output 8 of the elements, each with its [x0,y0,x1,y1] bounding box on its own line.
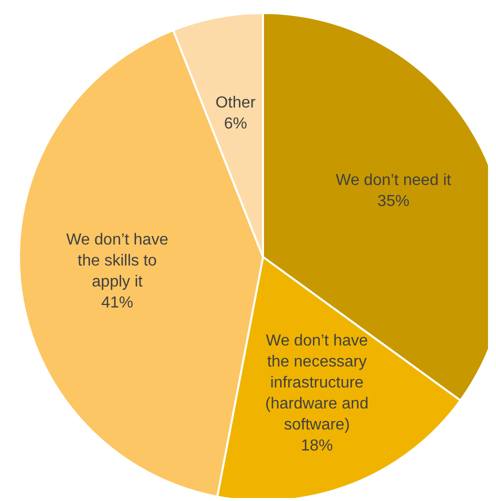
data-label: 18% [300,437,333,454]
data-label: 35% [377,192,410,210]
slice-label: We don’t need it [336,172,452,189]
data-label: 41% [101,294,134,311]
data-label: 6% [224,115,248,132]
slice-label: We don’t have the skills to apply it [66,230,168,290]
slice-label: We don’t have the necessary infrastructure (hardware and software) [265,332,368,434]
slice-label: Other [216,94,256,112]
